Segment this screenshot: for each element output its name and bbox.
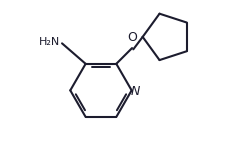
Text: O: O bbox=[127, 31, 137, 44]
Text: N: N bbox=[130, 86, 140, 98]
Text: H₂N: H₂N bbox=[38, 37, 60, 47]
